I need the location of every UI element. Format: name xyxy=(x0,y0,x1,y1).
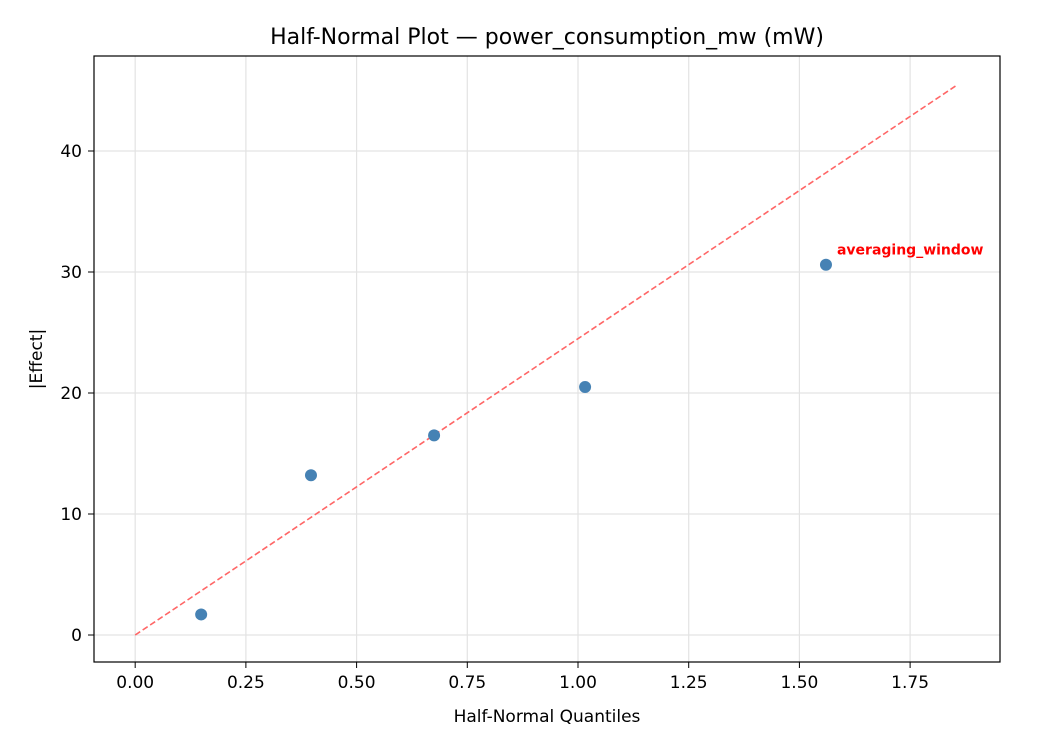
x-axis: 0.00 0.25 0.50 0.75 1.00 1.25 1.50 1.75 xyxy=(116,662,929,693)
x-tick-label: 0.25 xyxy=(227,673,265,693)
reference-line xyxy=(134,83,959,636)
reference-line-group xyxy=(134,83,959,636)
data-point xyxy=(304,469,317,482)
plot-frame xyxy=(93,55,1001,663)
x-tick-label: 0.75 xyxy=(448,673,486,693)
x-tick-label: 0.50 xyxy=(338,673,376,693)
y-tick-label: 30 xyxy=(60,263,82,283)
y-axis: 0 10 20 30 40 xyxy=(60,142,94,646)
data-point xyxy=(428,429,441,442)
grid xyxy=(94,56,1000,662)
y-tick-label: 20 xyxy=(60,384,82,404)
y-tick-label: 0 xyxy=(71,626,82,646)
y-tick-label: 40 xyxy=(60,142,82,162)
x-tick-label: 1.00 xyxy=(559,673,597,693)
x-axis-label: Half-Normal Quantiles xyxy=(454,707,641,727)
data-point xyxy=(195,608,208,621)
points-group: averaging_window xyxy=(195,243,984,621)
point-annotation: averaging_window xyxy=(837,243,984,259)
x-tick-label: 0.00 xyxy=(116,673,154,693)
y-tick-label: 10 xyxy=(60,505,82,525)
data-point xyxy=(819,258,832,271)
data-point xyxy=(579,380,592,393)
x-tick-label: 1.25 xyxy=(670,673,708,693)
y-axis-label: |Effect| xyxy=(27,329,47,389)
x-tick-label: 1.50 xyxy=(780,673,818,693)
chart-title: Half-Normal Plot — power_consumption_mw … xyxy=(270,25,824,50)
x-tick-label: 1.75 xyxy=(891,673,929,693)
